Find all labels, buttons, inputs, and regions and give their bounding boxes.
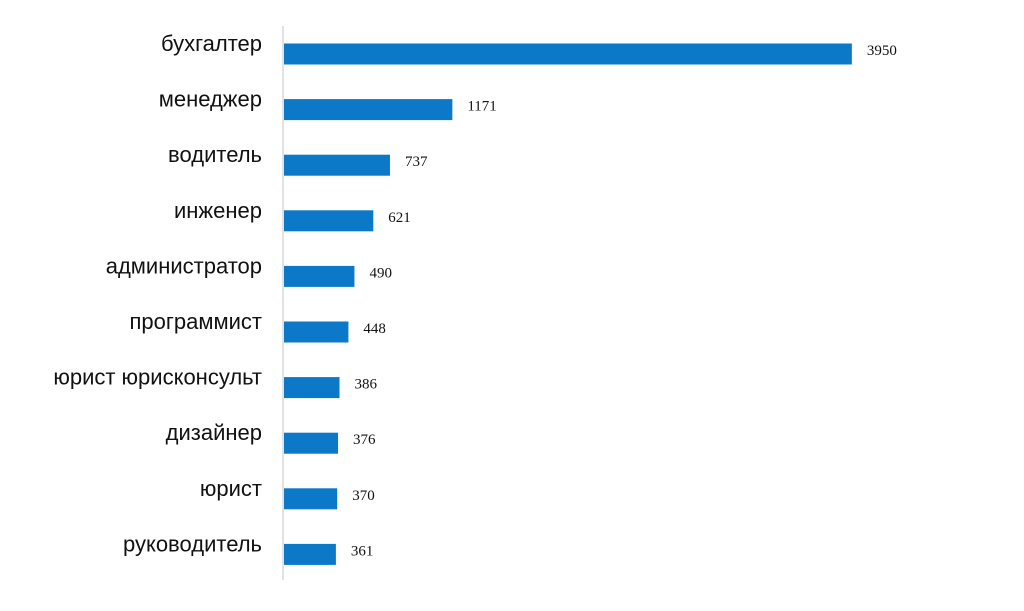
- data-label: 376: [353, 432, 376, 448]
- data-label: 621: [388, 210, 411, 226]
- bar: [284, 265, 355, 287]
- data-label: 370: [352, 488, 375, 504]
- category-label: программист: [130, 309, 263, 334]
- category-label: юрист: [200, 476, 262, 501]
- data-label: 737: [405, 154, 428, 170]
- bar: [284, 488, 338, 510]
- category-labels: бухгалтер менеджер водитель инженер админист…: [53, 31, 262, 556]
- bar: [284, 154, 390, 176]
- data-label: 361: [351, 543, 374, 559]
- category-label: менеджер: [159, 87, 262, 112]
- data-label: 448: [363, 321, 386, 337]
- data-label: 1171: [467, 99, 496, 115]
- bar: [284, 432, 339, 454]
- value-labels: 3950 1171 737 621 490 448 386 376 370 361: [351, 43, 897, 559]
- bar: [284, 210, 374, 232]
- bar: [284, 321, 349, 343]
- bar: [284, 99, 453, 121]
- data-label: 490: [369, 265, 392, 281]
- bar: [284, 43, 852, 65]
- data-label: 3950: [867, 43, 897, 59]
- bars-layer: [284, 43, 852, 565]
- category-label: администратор: [106, 253, 262, 278]
- category-label: руководитель: [123, 531, 262, 556]
- bar: [284, 543, 336, 565]
- category-label: юрист юрисконсульт: [53, 365, 262, 390]
- category-label: инженер: [174, 198, 262, 223]
- category-label: водитель: [168, 142, 262, 167]
- bar: [284, 377, 340, 399]
- data-label: 386: [354, 377, 377, 393]
- category-label: бухгалтер: [161, 31, 262, 56]
- category-label: дизайнер: [166, 420, 262, 445]
